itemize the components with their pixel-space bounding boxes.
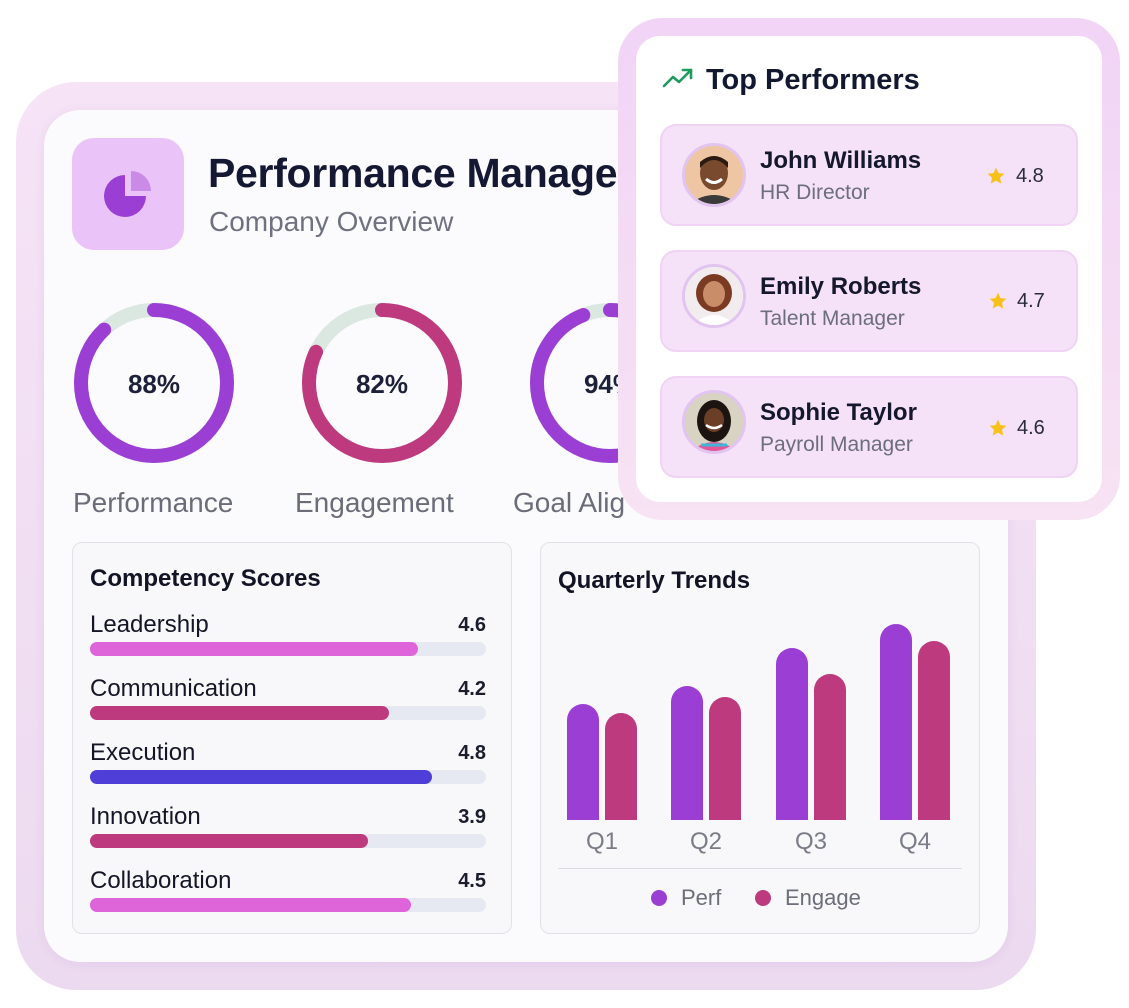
competency-score: 4.8 [458, 742, 486, 764]
bar-perf-q2 [671, 686, 703, 820]
performer-name: John Williams [760, 147, 922, 174]
competency-score: 3.9 [458, 806, 486, 828]
engagement-value: 82% [355, 369, 409, 399]
performer-name: Emily Roberts [760, 273, 922, 300]
competency-bar-fill [90, 642, 418, 656]
competency-panel [72, 542, 512, 934]
bar-perf-q3 [776, 648, 808, 820]
performer-role: Talent Manager [760, 307, 905, 330]
competency-bar-track [90, 770, 486, 784]
legend-engage-dot [755, 890, 771, 906]
engagement-ring [302, 303, 462, 463]
logo-tile [72, 138, 184, 250]
bar-engage-q4 [918, 641, 950, 820]
performer-rating: 4.8 [1016, 165, 1044, 187]
bar-engage-q3 [814, 674, 846, 820]
competency-bar-track [90, 898, 486, 912]
avatar [682, 143, 746, 207]
bar-perf-q4 [880, 624, 912, 820]
bar-engage-q2 [709, 697, 741, 820]
star-icon [987, 167, 1005, 184]
engagement-ring-arc [302, 303, 462, 463]
performer-rating: 4.7 [1017, 290, 1045, 312]
competency-bar-fill [90, 706, 390, 720]
star-icon [989, 292, 1007, 309]
legend-perf-dot [651, 890, 667, 906]
x-tick-label: Q1 [585, 828, 618, 855]
competency-bar-track [90, 642, 486, 656]
avatar [682, 390, 746, 454]
competency-title: Competency Scores [90, 565, 321, 592]
top-performers-title: Top Performers [706, 64, 920, 96]
performance-ring [74, 303, 234, 463]
performance-label: Performance [73, 487, 234, 518]
competency-bar-fill [90, 834, 368, 848]
performer-role: Payroll Manager [760, 433, 913, 456]
competency-bar-track [90, 834, 486, 848]
competency-score: 4.6 [458, 614, 486, 636]
trends-title: Quarterly Trends [558, 567, 751, 594]
legend-perf-label: Perf [681, 885, 722, 910]
performance-ring-arc [74, 303, 234, 463]
engagement-label: Engagement [295, 487, 454, 518]
performer-rating: 4.6 [1017, 417, 1045, 439]
bar-engage-q1 [605, 713, 637, 820]
performer-card[interactable] [660, 376, 1078, 478]
avatar [682, 264, 746, 328]
star-icon [989, 419, 1007, 436]
competency-score: 4.2 [458, 678, 486, 700]
competency-bar-fill [90, 898, 411, 912]
page-title: Performance Manage [208, 150, 618, 196]
trending-up-icon [662, 68, 693, 88]
bar-perf-q1 [567, 704, 599, 820]
x-tick-label: Q2 [689, 828, 722, 855]
competency-name: Leadership [90, 611, 209, 638]
competency-name: Collaboration [90, 867, 232, 894]
x-tick-label: Q4 [898, 828, 931, 855]
x-tick-label: Q3 [794, 828, 827, 855]
pie-chart-icon [104, 171, 151, 217]
competency-name: Communication [90, 675, 257, 702]
competency-name: Innovation [90, 803, 201, 830]
competency-name: Execution [90, 739, 196, 766]
competency-bar-fill [90, 770, 433, 784]
performance-value: 88% [127, 369, 181, 399]
competency-score: 4.5 [458, 870, 486, 892]
legend-engage-label: Engage [785, 885, 861, 910]
chart-divider [558, 868, 962, 869]
performer-name: Sophie Taylor [760, 399, 917, 426]
performer-role: HR Director [760, 181, 870, 204]
page-subtitle: Company Overview [209, 206, 454, 237]
goal-alignment-label: Goal Alig [513, 487, 626, 518]
competency-bar-track [90, 706, 486, 720]
